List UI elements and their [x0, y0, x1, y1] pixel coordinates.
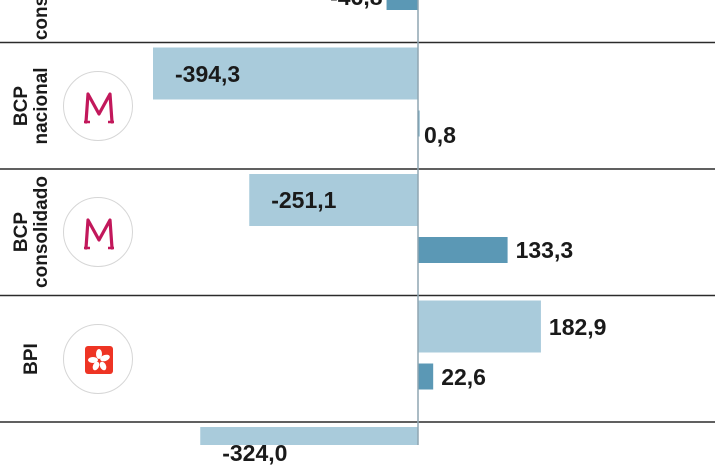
millennium-m-logo [63, 197, 133, 267]
bar-light [418, 301, 541, 353]
bar-dark [387, 0, 418, 10]
value-label: -46,8 [330, 0, 382, 10]
category-label-line: nacional [32, 67, 52, 144]
value-label: -251,1 [271, 187, 336, 213]
millennium-m-logo [63, 71, 133, 141]
value-label: -324,0 [222, 440, 287, 466]
bar-dark [418, 237, 508, 263]
category-label-line: consolidado [32, 176, 52, 288]
category-label-line: BCP [12, 67, 32, 144]
bpi-flower-logo [63, 324, 133, 394]
value-label: -394,3 [175, 61, 240, 87]
value-label: 133,3 [516, 237, 574, 263]
bar-dark [418, 364, 433, 390]
value-label: 182,9 [549, 314, 607, 340]
category-label-line: BCP [12, 176, 32, 288]
category-label-line: BPI [22, 343, 42, 375]
value-label: 22,6 [441, 364, 486, 390]
category-label-line: cons [32, 0, 52, 40]
value-label: 0,8 [424, 122, 456, 148]
